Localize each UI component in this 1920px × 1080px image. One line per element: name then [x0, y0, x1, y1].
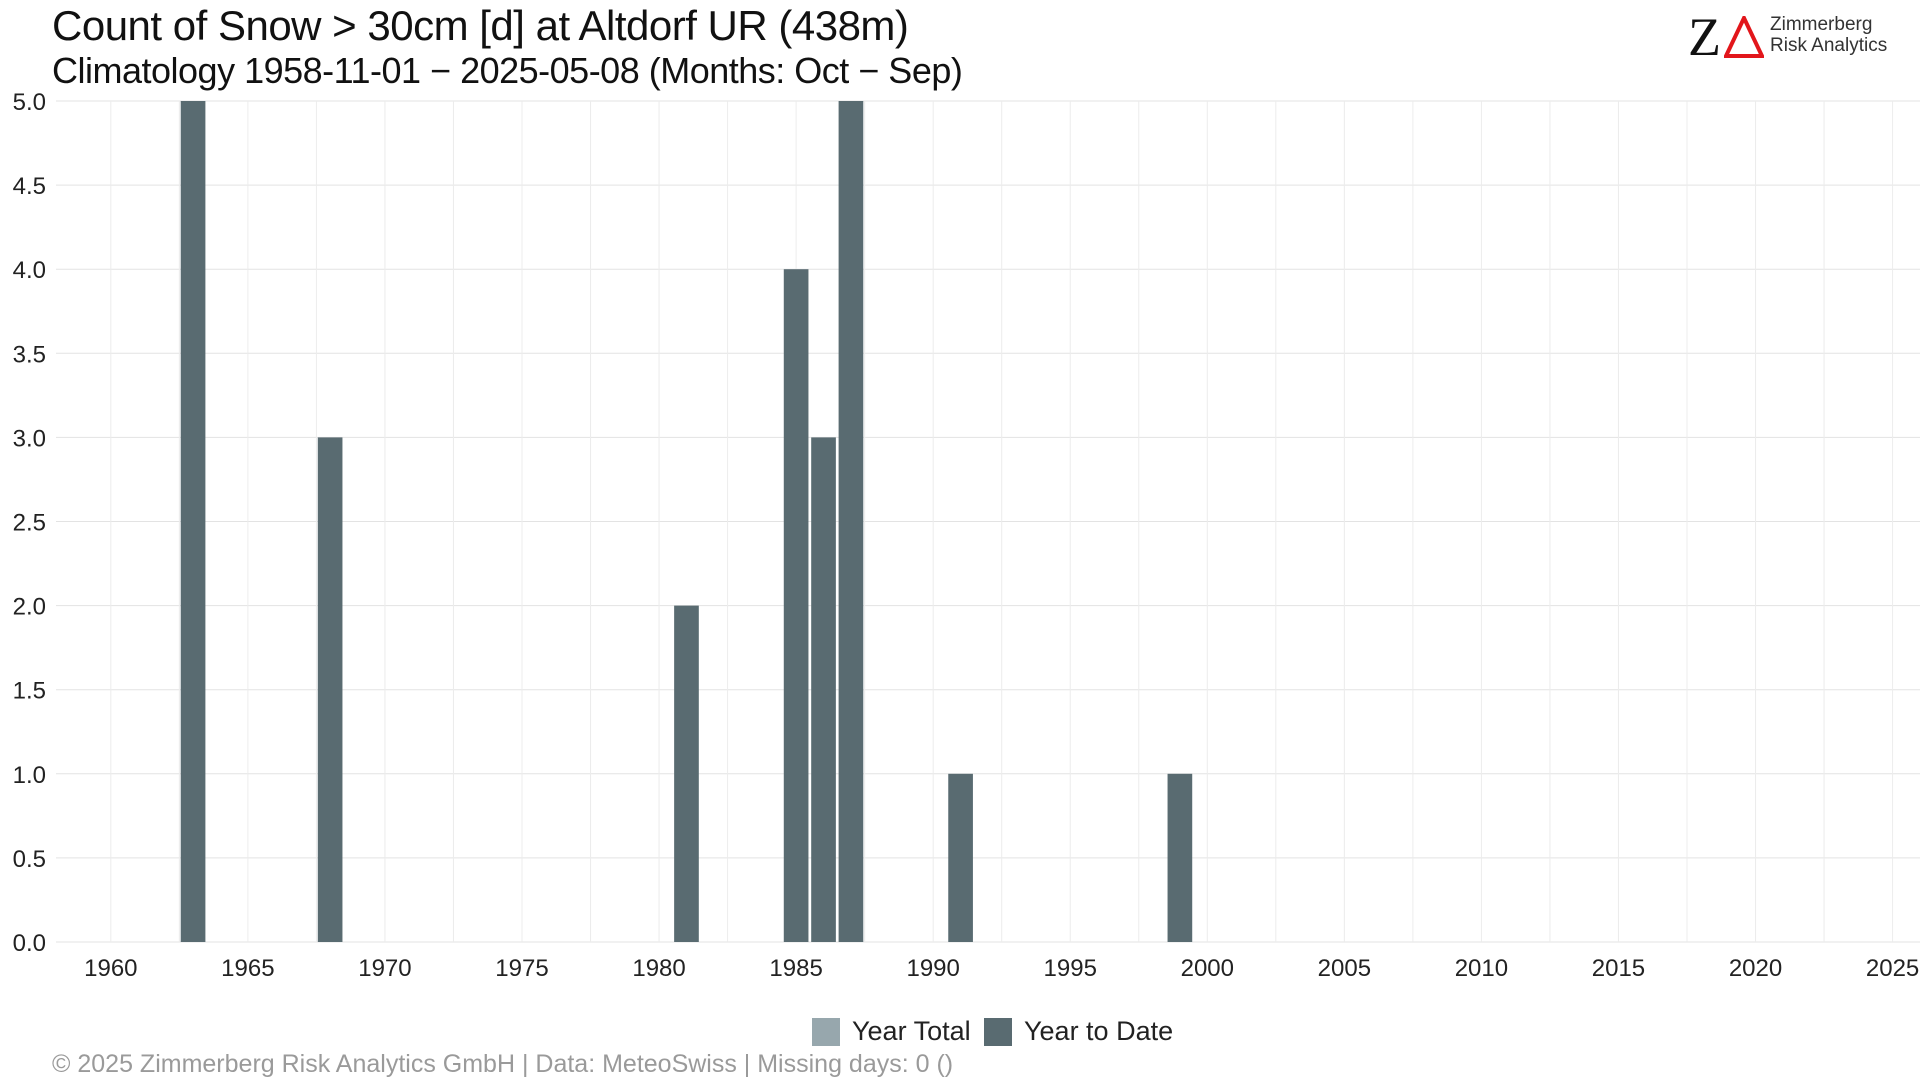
- y-tick-label: 0.5: [13, 846, 46, 873]
- logo-line-2: Risk Analytics: [1770, 35, 1888, 56]
- bar: [180, 101, 206, 942]
- legend: Year Total Year to Date: [0, 1016, 1920, 1052]
- y-tick-label: 5.0: [13, 89, 46, 116]
- logo-text: Zimmerberg Risk Analytics: [1770, 14, 1887, 56]
- legend-swatch-year-to-date: [984, 1017, 1012, 1046]
- x-tick-label: 2020: [1729, 955, 1782, 982]
- legend-item-year-total: Year Total: [812, 1016, 971, 1047]
- logo-line-1: Zimmerberg: [1770, 14, 1873, 35]
- legend-label-year-to-date: Year to Date: [1024, 1016, 1174, 1046]
- x-tick-label: 1965: [221, 955, 274, 982]
- x-tick-label: 1980: [632, 955, 685, 982]
- x-tick-label: 1990: [906, 955, 959, 982]
- bar: [674, 605, 699, 942]
- chart-title: Count of Snow > 30cm [d] at Altdorf UR (…: [52, 2, 909, 49]
- bars: [180, 101, 1193, 942]
- x-tick-label: 1970: [358, 955, 411, 982]
- y-tick-label: 2.5: [13, 510, 46, 537]
- y-tick-label: 3.5: [13, 341, 46, 368]
- y-tick-label: 1.5: [13, 678, 46, 705]
- legend-item-year-to-date: Year to Date: [984, 1016, 1173, 1047]
- y-tick-label: 4.0: [13, 257, 46, 284]
- x-tick-label: 2015: [1592, 955, 1645, 982]
- legend-swatch-year-total: [812, 1017, 840, 1046]
- x-tick-label: 1960: [84, 955, 137, 982]
- x-tick-label: 1995: [1044, 955, 1097, 982]
- logo-z-letter: Z: [1688, 7, 1721, 67]
- y-axis-ticks: 0.0 0.5 1.0 1.5 2.0 2.5 3.0 3.5 4.0 4.5 5.0: [13, 89, 46, 957]
- y-tick-label: 4.5: [13, 173, 46, 200]
- bar: [783, 269, 809, 942]
- logo-delta-icon: [1724, 16, 1764, 58]
- bar-chart: 0.00.51.01.52.02.53.03.54.04.55.0 1960 19…: [13, 89, 1920, 982]
- grid-lines: [56, 100, 1920, 943]
- bar: [948, 773, 973, 942]
- footer-caption: © 2025 Zimmerberg Risk Analytics GmbH | …: [52, 1050, 954, 1078]
- x-tick-label: 1975: [495, 955, 548, 982]
- x-axis-ticks: 1960 1965 1970 1975 1980 1985 1990 1995 2000 2005…: [84, 955, 1919, 982]
- x-tick-label: 1985: [769, 955, 822, 982]
- y-tick-label: 3.0: [13, 425, 46, 452]
- company-logo: Z Zimmerberg Risk Analytics: [1688, 7, 1898, 67]
- x-tick-label: 2005: [1318, 955, 1371, 982]
- y-tick-label: 2.0: [13, 594, 46, 621]
- y-tick-label: 0.0: [13, 930, 46, 957]
- y-tick-label: 1.0: [13, 762, 46, 789]
- chart-subtitle: Climatology 1958-11-01 − 2025-05-08 (Mon…: [52, 50, 963, 91]
- x-tick-label: 2010: [1455, 955, 1508, 982]
- x-tick-label: 2000: [1181, 955, 1234, 982]
- legend-label-year-total: Year Total: [852, 1016, 971, 1046]
- x-tick-label: 2025: [1866, 955, 1919, 982]
- bar: [1167, 773, 1193, 942]
- bar: [317, 437, 343, 942]
- bar: [838, 101, 864, 942]
- bar: [811, 437, 836, 942]
